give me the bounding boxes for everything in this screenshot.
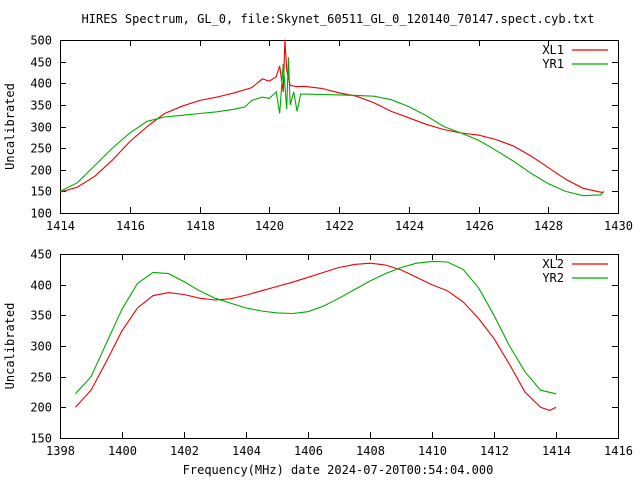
x-axis-label: Frequency(MHz) date 2024-07-20T00:54:04.… (183, 463, 494, 477)
x-tick-label: 1398 (46, 444, 75, 458)
x-tick-label: 1416 (604, 444, 633, 458)
x-tick-label: 1424 (395, 219, 424, 233)
x-tick-label: 1418 (186, 219, 215, 233)
plot-panel-1: 1414 1416 1418 1420 1422 1424 1426 1428 1430 100 1… (3, 34, 633, 234)
y-tick-label: 450 (30, 248, 52, 262)
x-tick-label: 1414 (542, 444, 571, 458)
legend-label-xl2: XL2 (542, 257, 564, 271)
plot-frame (60, 254, 619, 439)
y-axis-label: Uncalibrated (3, 83, 17, 170)
x-tick-label: 1404 (232, 444, 261, 458)
x-tick-label: 1414 (46, 219, 75, 233)
series-line-yr1 (60, 57, 605, 197)
x-tick-label: 1428 (534, 219, 563, 233)
y-axis-label: Uncalibrated (3, 303, 17, 390)
y-tick-label: 250 (30, 142, 52, 156)
x-tick-label: 1426 (465, 219, 494, 233)
x-tick-label: 1400 (108, 444, 137, 458)
y-tick-label: 150 (30, 185, 52, 199)
legend-label-yr1: YR1 (542, 57, 564, 71)
y-tick-label: 300 (30, 340, 52, 354)
y-tick-label: 200 (30, 401, 52, 415)
series-line-xl2 (75, 262, 557, 411)
y-tick-label: 450 (30, 56, 52, 70)
chart-title: HIRES Spectrum, GL_0, file:Skynet_60511_… (82, 12, 595, 26)
y-tick-label: 500 (30, 34, 52, 48)
x-tick-label: 1408 (356, 444, 385, 458)
series-line-xl1 (60, 40, 604, 193)
y-tick-label: 300 (30, 121, 52, 135)
x-tick-label: 1410 (418, 444, 447, 458)
y-tick-label: 150 (30, 432, 52, 446)
y-tick-label: 400 (30, 77, 52, 91)
y-tick-label: 200 (30, 164, 52, 178)
x-tick-label: 1412 (480, 444, 509, 458)
x-tick-label: 1416 (116, 219, 145, 233)
y-tick-label: 350 (30, 309, 52, 323)
x-tick-label: 1430 (604, 219, 633, 233)
y-tick-label: 250 (30, 371, 52, 385)
x-tick-label: 1406 (294, 444, 323, 458)
x-tick-label: 1422 (325, 219, 354, 233)
y-tick-label: 400 (30, 279, 52, 293)
y-tick-label: 100 (30, 207, 52, 221)
plot-frame (60, 40, 619, 214)
x-tick-label: 1420 (255, 219, 284, 233)
series-line-yr2 (75, 260, 557, 395)
y-tick-label: 350 (30, 99, 52, 113)
legend-label-yr2: YR2 (542, 271, 564, 285)
x-tick-label: 1402 (170, 444, 199, 458)
plot-panel-2: 1398 1400 1402 1404 1406 1408 1410 1412 1414 1416… (3, 248, 633, 459)
legend-label-xl1: XL1 (542, 43, 564, 57)
